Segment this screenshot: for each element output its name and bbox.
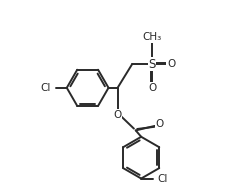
Text: O: O	[148, 83, 156, 93]
Text: CH₃: CH₃	[142, 32, 162, 42]
Text: O: O	[155, 119, 164, 129]
Text: O: O	[167, 59, 175, 69]
Text: O: O	[114, 110, 122, 120]
Text: Cl: Cl	[40, 83, 50, 93]
Text: S: S	[148, 58, 156, 71]
Text: Cl: Cl	[158, 174, 168, 184]
